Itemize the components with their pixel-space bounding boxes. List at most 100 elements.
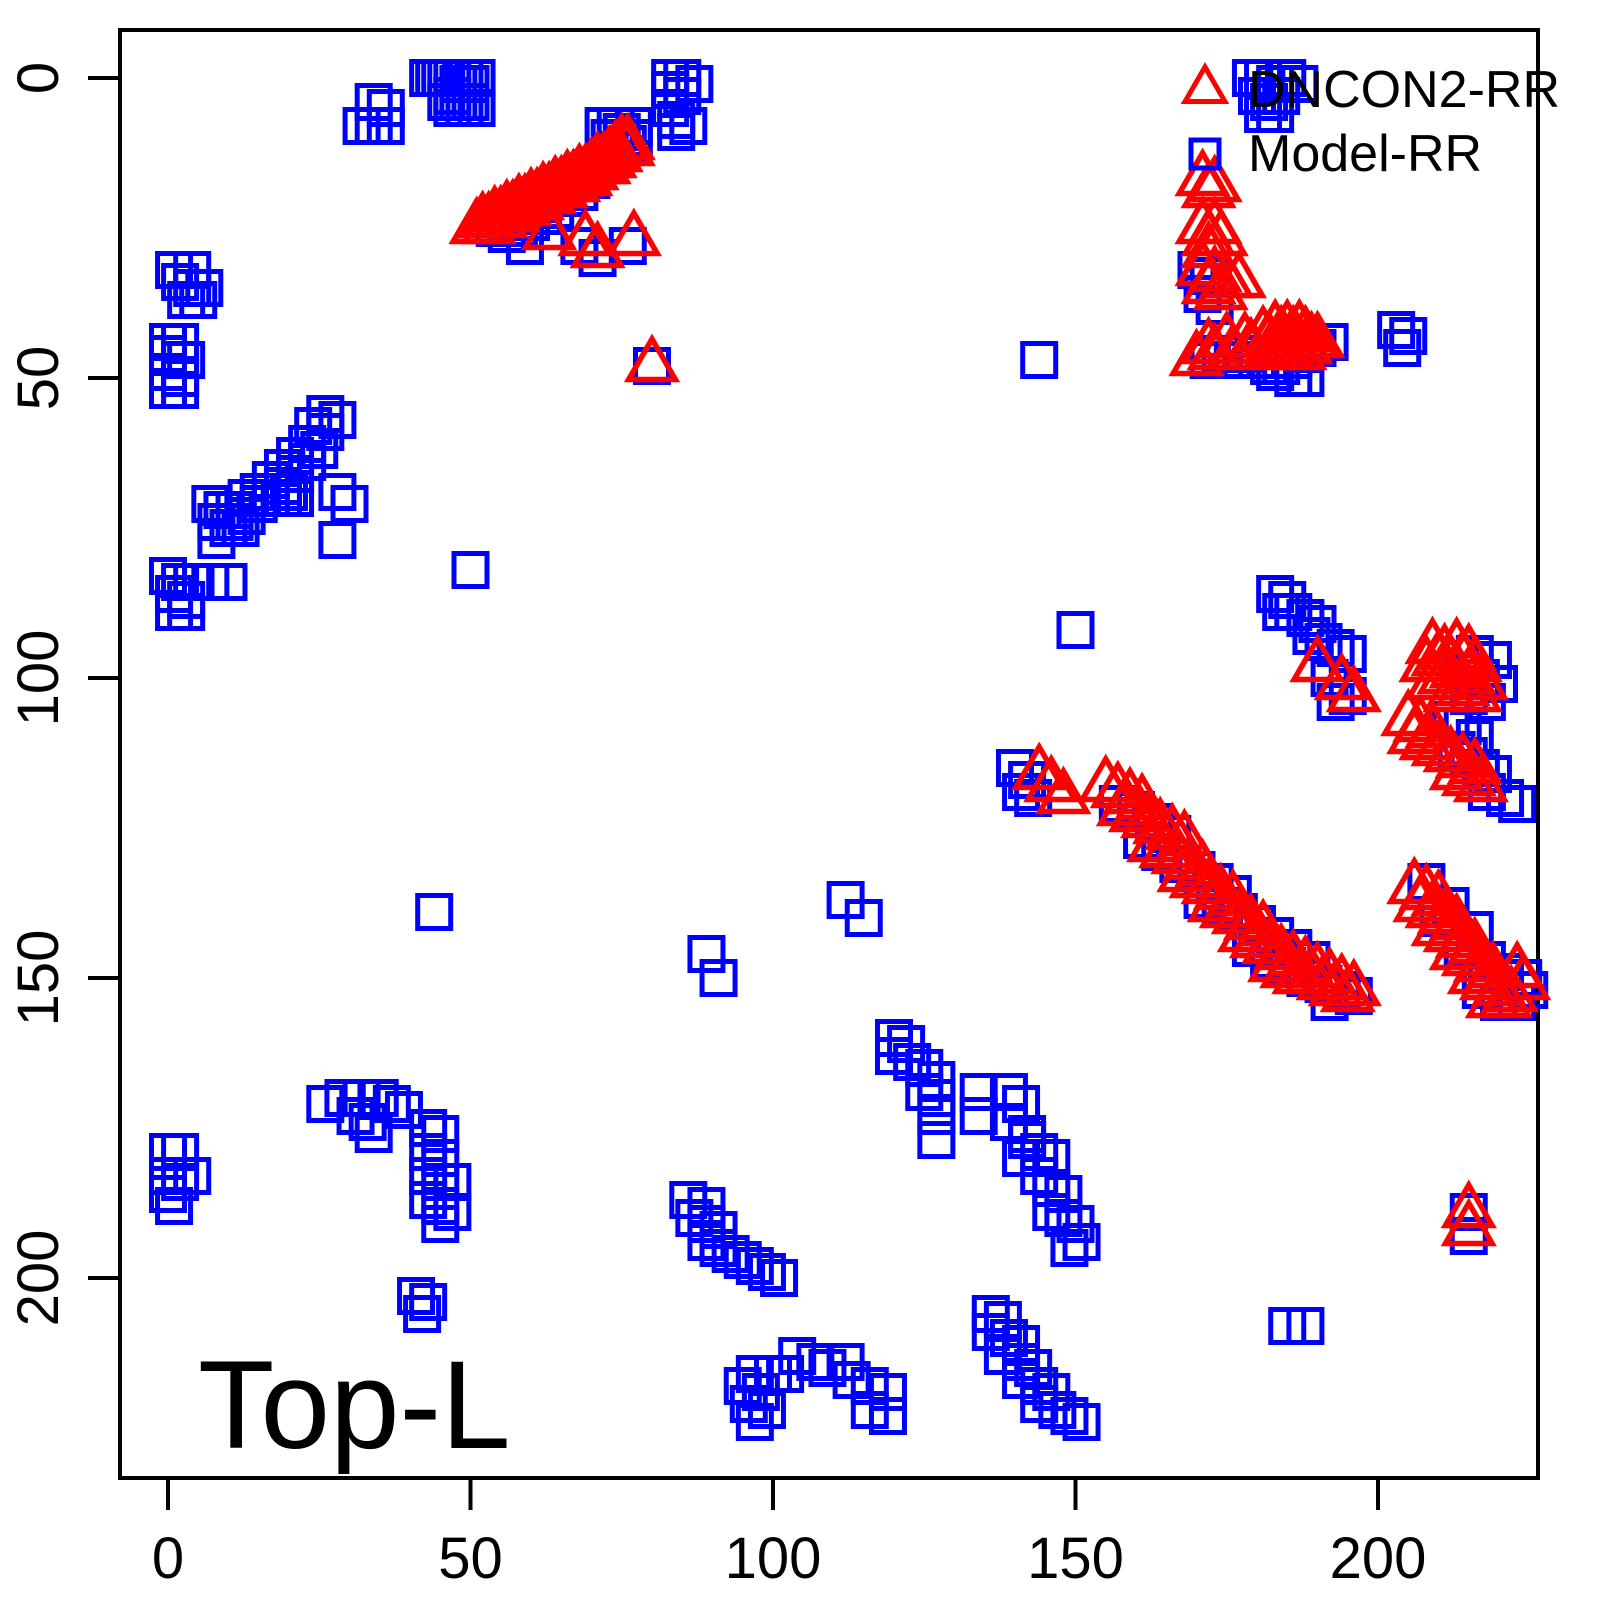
data-point-square [348, 1103, 387, 1141]
data-point-triangle [1428, 921, 1485, 971]
data-point-triangle [1410, 897, 1467, 947]
data-point-triangle [1440, 1179, 1497, 1229]
data-point-triangle [1180, 855, 1237, 905]
data-point-triangle [1289, 309, 1346, 359]
data-point-square [161, 371, 200, 409]
data-point-triangle [502, 171, 560, 221]
data-point-triangle [1289, 633, 1346, 683]
data-point-square [657, 113, 696, 151]
data-point-square [796, 1343, 835, 1381]
data-point-triangle [1210, 885, 1267, 935]
data-point-square [917, 1097, 956, 1135]
data-point-triangle [1325, 957, 1382, 1007]
data-point-square [675, 1199, 714, 1237]
data-point-triangle [569, 219, 626, 269]
legend-triangle-icon [1180, 61, 1230, 104]
data-point-square [179, 281, 218, 319]
data-point-square [1050, 1397, 1089, 1435]
data-point-square [263, 479, 302, 517]
data-point-square [959, 1097, 998, 1135]
data-point-triangle [1107, 783, 1165, 833]
data-point-triangle [1156, 843, 1213, 893]
data-point-square [735, 1403, 774, 1441]
data-point-square [844, 899, 883, 937]
data-point-triangle [460, 195, 517, 245]
data-point-square [161, 1163, 200, 1201]
data-point-square [747, 1391, 786, 1429]
data-point-square [747, 1253, 786, 1291]
data-point-square [149, 1175, 187, 1213]
data-point-square [711, 1235, 750, 1273]
data-point-square [330, 485, 369, 523]
data-point-triangle [1440, 1197, 1497, 1247]
data-point-triangle [1271, 321, 1328, 371]
annotation-top-l: Top-L [198, 1336, 511, 1475]
data-point-triangle [1011, 741, 1068, 791]
data-point-triangle [1150, 825, 1207, 875]
legend-label-model-rr: Model-RR [1248, 125, 1482, 183]
data-point-square [723, 1241, 762, 1279]
data-point-triangle [1301, 945, 1358, 995]
legend-label-dncon2-rr: DNCON2-RR [1248, 61, 1560, 119]
data-point-triangle [1180, 159, 1237, 209]
data-point-square [1062, 1403, 1101, 1441]
data-point-square [197, 521, 236, 559]
data-point-square [663, 77, 702, 115]
data-point-triangle [1428, 639, 1485, 689]
data-point-triangle [1386, 705, 1443, 755]
data-point-square [409, 1181, 448, 1219]
data-point-triangle [1095, 777, 1153, 827]
data-point-square [1256, 95, 1295, 133]
data-point-triangle [599, 117, 656, 167]
data-point-triangle [1119, 789, 1177, 839]
data-point-triangle [1277, 933, 1334, 983]
data-point-triangle [557, 207, 614, 257]
x-axis-tick-label: 50 [438, 1526, 503, 1591]
data-point-square [868, 1397, 907, 1435]
data-point-triangle [587, 123, 644, 173]
data-point-triangle [1023, 753, 1080, 803]
data-point-square [155, 1187, 194, 1225]
data-point-triangle [551, 147, 608, 197]
data-point-square [300, 431, 339, 469]
data-point-triangle [1313, 651, 1370, 701]
data-point-triangle [1180, 255, 1237, 305]
data-point-square [167, 593, 206, 631]
data-point-triangle [1440, 927, 1497, 977]
data-point-square [409, 1133, 448, 1171]
data-point-square [760, 1259, 799, 1297]
data-point-square [366, 107, 405, 145]
data-point-triangle [1168, 849, 1225, 899]
x-axis-tick-label: 100 [725, 1526, 822, 1591]
data-point-square [1316, 683, 1355, 721]
data-point-square [687, 1223, 726, 1261]
data-point-square [209, 563, 248, 601]
data-point-triangle [1434, 657, 1491, 707]
data-point-triangle [1192, 207, 1249, 257]
data-point-square [421, 1205, 460, 1243]
data-point-triangle [1138, 819, 1195, 869]
data-point-square [735, 1247, 774, 1285]
data-point-triangle [478, 183, 535, 233]
data-point-triangle [1313, 951, 1370, 1001]
data-point-triangle [1422, 723, 1479, 773]
x-axis-tick-label: 150 [1027, 1526, 1124, 1591]
legend-square-icon [1188, 137, 1222, 171]
data-point-square [905, 1049, 944, 1087]
data-point-square [1389, 317, 1428, 355]
data-point-triangle [1446, 945, 1503, 995]
data-point-triangle [1289, 939, 1346, 989]
data-point-triangle [1380, 687, 1437, 737]
data-point-triangle [1126, 813, 1183, 863]
data-point-triangle [1398, 711, 1455, 761]
data-point-triangle [1186, 873, 1243, 923]
data-point-square [1050, 1229, 1089, 1267]
data-point-square [1056, 611, 1095, 649]
y-axis-tick-label: 150 [6, 930, 71, 1027]
data-point-square [403, 1295, 442, 1333]
data-point-square [959, 1073, 998, 1111]
data-point-square [457, 89, 496, 127]
data-point-square [409, 1283, 448, 1321]
